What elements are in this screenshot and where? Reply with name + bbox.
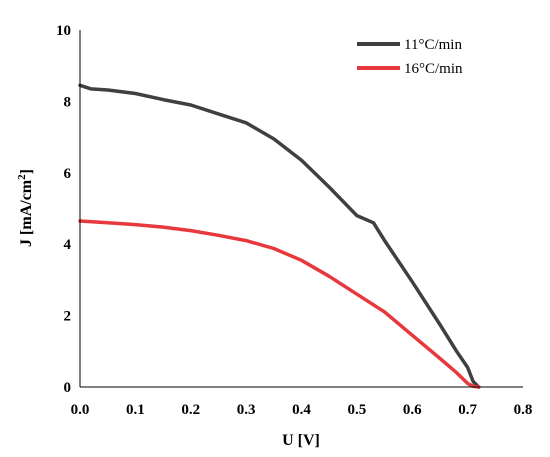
x-tick-labels: 0.0 0.1 0.2 0.3 0.4 0.5 0.6 0.7 0.8 [71, 402, 533, 418]
x-tick-label: 0.8 [514, 402, 533, 418]
y-tick-label: 8 [64, 94, 72, 110]
x-tick-label: 0.1 [126, 402, 145, 418]
x-tick-label: 0.5 [348, 402, 367, 418]
y-tick-label: 10 [56, 23, 71, 39]
y-tick-label: 0 [64, 380, 72, 396]
legend: 11°C/min 16°C/min [357, 37, 463, 77]
y-axis-title-main: J [mA/cm [18, 179, 35, 247]
x-tick-label: 0.2 [181, 402, 200, 418]
y-tick-label: 2 [64, 309, 72, 325]
x-tick-label: 0.6 [403, 402, 422, 418]
y-tick-label: 6 [64, 166, 72, 182]
y-tick-labels: 0 2 4 6 8 10 [56, 23, 72, 396]
x-tick-label: 0.4 [292, 402, 311, 418]
x-tick-label: 0.7 [458, 402, 477, 418]
legend-label-1: 11°C/min [404, 37, 462, 53]
x-tick-label: 0.3 [237, 402, 256, 418]
x-axis-title: U [V] [282, 432, 320, 449]
series-line-2 [78, 219, 481, 389]
axes [79, 30, 523, 388]
legend-label-2: 16°C/min [404, 61, 463, 77]
y-axis-title-end: ] [18, 169, 35, 174]
y-axis-title: J [mA/cm2] [16, 169, 35, 247]
y-tick-label: 4 [64, 237, 72, 253]
y-axis-title-sup: 2 [16, 174, 28, 180]
x-tick-label: 0.0 [71, 402, 90, 418]
plot-area [78, 83, 481, 389]
series-line-1 [78, 83, 481, 389]
